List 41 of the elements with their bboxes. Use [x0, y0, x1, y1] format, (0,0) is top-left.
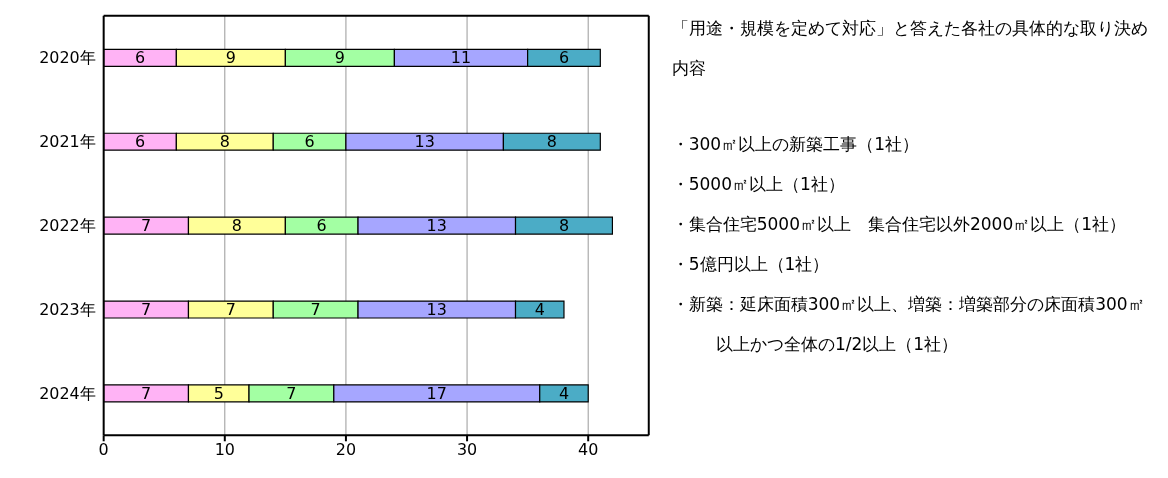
data-label: 6	[558, 48, 570, 68]
data-label: 4	[558, 384, 570, 404]
data-label: 7	[140, 300, 152, 320]
data-label: 7	[225, 300, 236, 320]
data-label: 13	[414, 132, 435, 152]
data-label: 6	[304, 132, 315, 152]
text: ・300㎡以上の新築工事（1社）	[671, 134, 919, 154]
data-label: 8	[219, 132, 230, 152]
data-label: 6	[316, 216, 327, 236]
text: ・集合住宅5000㎡以上 集合住宅以外2000㎡以上（1社）	[671, 214, 1127, 234]
data-label: 7	[140, 216, 152, 236]
x-tick-label: 30	[456, 439, 478, 459]
data-label: 8	[558, 216, 570, 236]
x-tick-label: 40	[578, 439, 599, 459]
data-label: 4	[534, 300, 545, 320]
text: ・5億円以上（1社）	[671, 254, 830, 274]
text: 「用途・規模を定めて対応」と答えた各社の具体的な取り決め内容	[671, 18, 1148, 78]
data-label: 6	[134, 132, 146, 152]
x-tick-label: 10	[214, 439, 235, 459]
x-tick-label: 0	[98, 439, 109, 459]
data-label: 5	[213, 384, 224, 404]
x-tick-label: 20	[335, 439, 357, 459]
text: ・新築：延床面積300㎡以上、増築：増築部分の床面積300㎡以上かつ全体の1/2以上（1社）	[671, 294, 1145, 354]
data-label: 9	[225, 48, 236, 68]
y-tick-label: 2023年	[39, 300, 96, 320]
y-tick-label: 2022年	[39, 216, 96, 236]
y-tick-label: 2020年	[39, 48, 96, 68]
data-label: 8	[546, 132, 557, 152]
y-tick-label: 2024年	[39, 384, 96, 404]
data-label: 7	[286, 384, 297, 404]
data-label: 7	[310, 300, 321, 320]
text: ・5000㎡以上（1社）	[671, 174, 845, 194]
data-label: 9	[334, 48, 345, 68]
data-label: 13	[426, 300, 447, 320]
data-label: 6	[134, 48, 146, 68]
data-label: 7	[140, 384, 152, 404]
data-label: 17	[426, 384, 447, 404]
y-tick-label: 2021年	[39, 132, 96, 152]
data-label: 11	[450, 48, 472, 68]
data-label: 13	[426, 216, 447, 236]
data-label: 8	[231, 216, 242, 236]
